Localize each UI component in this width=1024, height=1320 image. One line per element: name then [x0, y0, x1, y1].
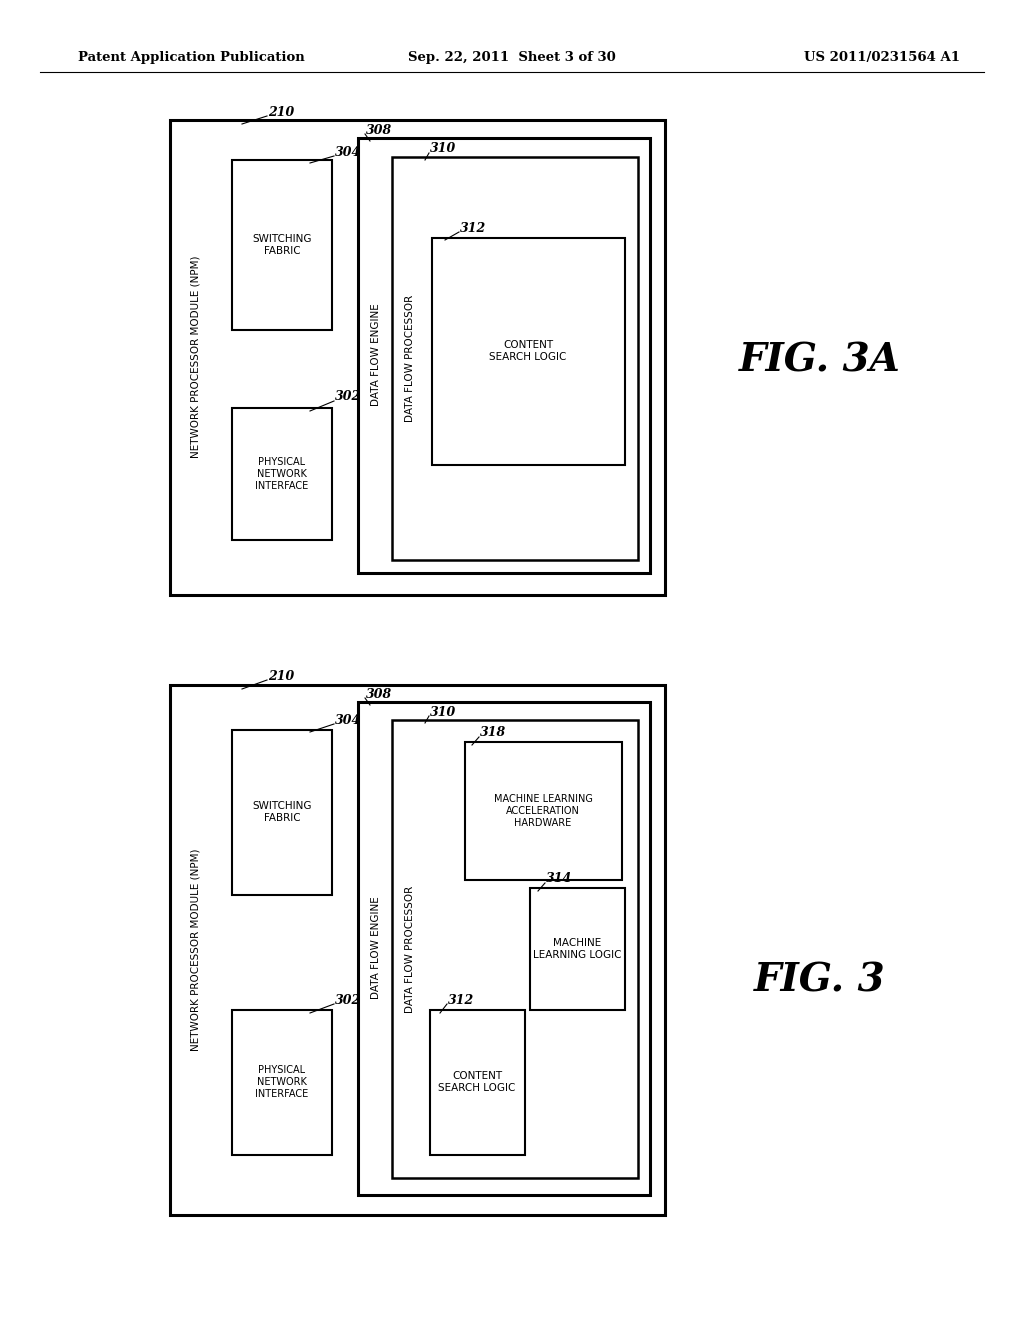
Text: SWITCHING
FABRIC: SWITCHING FABRIC — [252, 801, 311, 822]
Bar — [392, 157, 638, 560]
Text: 304: 304 — [335, 145, 361, 158]
Text: 302: 302 — [335, 994, 361, 1006]
Bar — [430, 1010, 525, 1155]
Text: SWITCHING
FABRIC: SWITCHING FABRIC — [252, 234, 311, 256]
Bar — [232, 730, 332, 895]
Text: NETWORK PROCESSOR MODULE (NPM): NETWORK PROCESSOR MODULE (NPM) — [190, 256, 200, 458]
Text: FIG. 3A: FIG. 3A — [739, 341, 901, 379]
Text: CONTENT
SEARCH LOGIC: CONTENT SEARCH LOGIC — [489, 341, 566, 362]
Text: 314: 314 — [546, 873, 572, 886]
Text: MACHINE
LEARNING LOGIC: MACHINE LEARNING LOGIC — [532, 939, 622, 960]
Bar — [392, 719, 638, 1177]
Text: 308: 308 — [366, 124, 392, 136]
Bar — [530, 888, 625, 1010]
Text: 318: 318 — [480, 726, 506, 739]
Text: 310: 310 — [430, 705, 457, 718]
Text: PHYSICAL
NETWORK
INTERFACE: PHYSICAL NETWORK INTERFACE — [255, 458, 308, 491]
Text: 312: 312 — [449, 994, 474, 1006]
Text: 304: 304 — [335, 714, 361, 726]
Bar — [232, 160, 332, 330]
Text: NETWORK PROCESSOR MODULE (NPM): NETWORK PROCESSOR MODULE (NPM) — [190, 849, 200, 1051]
Text: 308: 308 — [366, 688, 392, 701]
Text: DATA FLOW ENGINE: DATA FLOW ENGINE — [371, 896, 381, 999]
Text: US 2011/0231564 A1: US 2011/0231564 A1 — [804, 51, 961, 65]
Text: 210: 210 — [268, 669, 294, 682]
Bar — [358, 139, 650, 573]
Text: MACHINE LEARNING
ACCELERATION
HARDWARE: MACHINE LEARNING ACCELERATION HARDWARE — [494, 795, 593, 828]
Text: DATA FLOW PROCESSOR: DATA FLOW PROCESSOR — [406, 886, 415, 1012]
Bar — [432, 238, 625, 465]
Text: DATA FLOW ENGINE: DATA FLOW ENGINE — [371, 304, 381, 407]
Text: CONTENT
SEARCH LOGIC: CONTENT SEARCH LOGIC — [438, 1072, 516, 1093]
Text: DATA FLOW PROCESSOR: DATA FLOW PROCESSOR — [406, 294, 415, 421]
Bar — [232, 408, 332, 540]
Text: 310: 310 — [430, 143, 457, 156]
Bar — [170, 685, 665, 1214]
Text: Sep. 22, 2011  Sheet 3 of 30: Sep. 22, 2011 Sheet 3 of 30 — [409, 51, 615, 65]
Text: FIG. 3: FIG. 3 — [755, 961, 886, 999]
Text: PHYSICAL
NETWORK
INTERFACE: PHYSICAL NETWORK INTERFACE — [255, 1065, 308, 1098]
Bar — [465, 742, 622, 880]
Bar — [358, 702, 650, 1195]
Bar — [232, 1010, 332, 1155]
Text: 312: 312 — [460, 222, 486, 235]
Bar — [170, 120, 665, 595]
Text: 210: 210 — [268, 106, 294, 119]
Text: 302: 302 — [335, 391, 361, 404]
Text: Patent Application Publication: Patent Application Publication — [78, 51, 305, 65]
